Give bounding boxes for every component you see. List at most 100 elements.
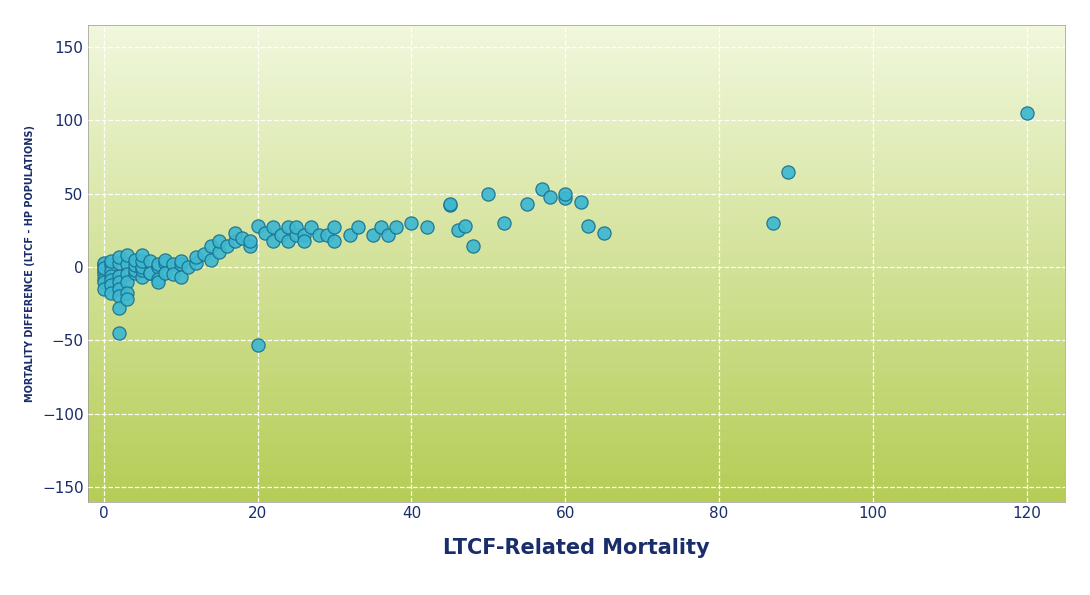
Bar [88, 49, 1065, 51]
Bar [88, 378, 1065, 380]
Bar [88, 168, 1065, 170]
Bar [88, 464, 1065, 466]
Bar [88, 416, 1065, 418]
Point [102, 280, 120, 289]
Point [241, 242, 258, 251]
Bar [88, 447, 1065, 449]
Bar [88, 428, 1065, 430]
Point [95, 259, 112, 269]
Bar [88, 368, 1065, 371]
Bar [88, 137, 1065, 139]
Bar [88, 239, 1065, 242]
Point [102, 289, 120, 298]
Point [110, 258, 128, 267]
Bar [88, 130, 1065, 132]
Bar [88, 211, 1065, 213]
Bar [88, 242, 1065, 244]
Bar [88, 263, 1065, 266]
Bar [88, 92, 1065, 94]
Bar [88, 187, 1065, 189]
Point [95, 270, 112, 279]
Point [303, 223, 320, 232]
Point [118, 270, 135, 279]
Bar [88, 449, 1065, 452]
Bar [88, 63, 1065, 65]
Bar [88, 77, 1065, 80]
Point [557, 193, 574, 203]
Bar [88, 201, 1065, 203]
Bar [88, 127, 1065, 130]
Point [180, 262, 197, 272]
Bar [88, 494, 1065, 497]
Point [264, 236, 281, 245]
Point [95, 274, 112, 283]
Bar [88, 371, 1065, 373]
Bar [88, 144, 1065, 146]
Bar [88, 490, 1065, 492]
Point [480, 189, 497, 198]
Bar [88, 304, 1065, 306]
Point [318, 230, 336, 239]
Point [1018, 108, 1036, 118]
Bar [88, 223, 1065, 225]
Point [187, 252, 205, 261]
Bar [88, 354, 1065, 356]
Point [142, 268, 159, 278]
Bar [88, 244, 1065, 246]
Point [464, 242, 482, 251]
Bar [88, 173, 1065, 175]
Bar [88, 359, 1065, 361]
Bar [88, 299, 1065, 302]
Point [295, 236, 313, 245]
Point [364, 230, 381, 239]
Point [118, 295, 135, 304]
Bar [88, 466, 1065, 468]
Point [264, 223, 281, 232]
Bar [88, 266, 1065, 268]
Point [280, 236, 298, 245]
Bar [88, 499, 1065, 502]
Bar [88, 394, 1065, 397]
Point [203, 242, 220, 251]
Point [134, 262, 152, 272]
Point [134, 250, 152, 260]
Bar [88, 256, 1065, 258]
Point [518, 199, 535, 209]
Bar [88, 459, 1065, 461]
Bar [88, 132, 1065, 134]
Bar [88, 314, 1065, 316]
Bar [88, 380, 1065, 383]
Bar [88, 35, 1065, 37]
Point [195, 249, 213, 258]
Point [372, 223, 389, 232]
Bar [88, 349, 1065, 352]
Bar [88, 390, 1065, 392]
Bar [88, 437, 1065, 440]
Bar [88, 44, 1065, 46]
Point [210, 236, 228, 245]
Point [125, 265, 143, 275]
Bar [88, 392, 1065, 394]
Bar [88, 203, 1065, 206]
Bar [88, 156, 1065, 158]
Bar [88, 385, 1065, 387]
Point [326, 236, 343, 245]
Bar [88, 345, 1065, 347]
Point [580, 221, 597, 231]
Point [226, 228, 243, 238]
Bar [88, 397, 1065, 399]
Bar [88, 80, 1065, 82]
Bar [88, 373, 1065, 375]
Bar [88, 51, 1065, 54]
Bar [88, 433, 1065, 435]
Point [288, 223, 305, 232]
Bar [88, 456, 1065, 459]
Point [226, 236, 243, 245]
Bar [88, 340, 1065, 342]
Bar [88, 425, 1065, 428]
Bar [88, 261, 1065, 263]
Point [95, 264, 112, 273]
Point [779, 167, 797, 176]
Point [95, 277, 112, 286]
Point [241, 236, 258, 245]
